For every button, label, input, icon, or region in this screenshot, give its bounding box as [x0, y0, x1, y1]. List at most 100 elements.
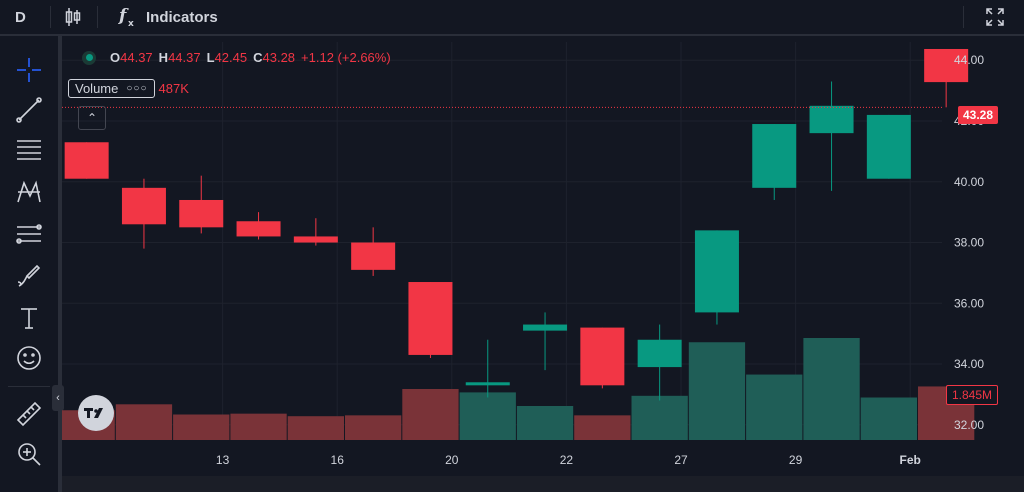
fullscreen-icon: [986, 8, 1004, 26]
volume-bar: [173, 414, 230, 440]
text-tool[interactable]: [13, 302, 45, 334]
emoji-icon: [17, 346, 41, 370]
tv-logo-icon: [84, 408, 103, 418]
y-tick-label: 40.00: [954, 175, 984, 189]
candle-body: [465, 382, 510, 386]
forecast-icon: [16, 224, 42, 244]
market-status-icon[interactable]: [82, 50, 96, 65]
chevron-up-icon: ⌃: [86, 111, 98, 125]
volume-bar: [860, 397, 917, 440]
low-key: L: [206, 50, 215, 65]
change-value: +1.12 (+2.66%): [301, 50, 391, 65]
volume-bar: [345, 415, 402, 440]
zoom-in-icon: [18, 443, 41, 466]
volume-bar: [574, 415, 631, 440]
candle-body: [637, 339, 682, 368]
trend-line-icon: [16, 97, 42, 123]
price-chart[interactable]: 32.0034.0036.0038.0040.0042.0044.0013162…: [62, 42, 1024, 476]
crosshair-icon: [17, 58, 41, 82]
candle-body: [351, 242, 396, 270]
high-key: H: [158, 50, 169, 65]
crosshair-tool[interactable]: [13, 54, 45, 86]
last-price-label: 43.28: [957, 106, 998, 124]
ruler-icon: [16, 401, 42, 427]
candle-body: [752, 124, 797, 188]
x-tick-label: 29: [789, 453, 803, 467]
ruler-tool[interactable]: [13, 398, 45, 430]
x-tick-label: 13: [216, 453, 230, 467]
candle-body: [866, 114, 911, 179]
trend-line-tool[interactable]: [13, 94, 45, 126]
chevron-left-icon: ‹: [56, 392, 60, 404]
toolbar-divider: [97, 6, 98, 28]
text-icon: [21, 308, 37, 329]
pattern-icon: [17, 180, 41, 203]
last-volume-label: 1.845M: [945, 385, 998, 405]
svg-text:x: x: [128, 19, 134, 28]
fx-icon: f x: [118, 6, 134, 28]
x-tick-label: 27: [674, 453, 688, 467]
interval-button[interactable]: D: [15, 0, 26, 34]
collapse-toolbar-button[interactable]: ‹: [52, 385, 64, 411]
volume-indicator-chip[interactable]: Volume ○○○: [68, 78, 155, 98]
close-key: C: [253, 50, 263, 65]
indicators-button[interactable]: f x Indicators: [118, 0, 218, 34]
open-key: O: [110, 50, 121, 65]
candle-body: [236, 221, 281, 237]
volume-value: 487K: [158, 80, 189, 96]
candle-body: [179, 199, 224, 228]
y-tick-label: 36.00: [954, 296, 984, 310]
x-tick-label: 22: [560, 453, 574, 467]
volume-bar: [115, 404, 173, 440]
pattern-tool[interactable]: [13, 176, 45, 208]
y-tick-label: 34.00: [954, 357, 984, 371]
toolbar-divider: [50, 6, 51, 28]
volume-bar: [631, 395, 688, 440]
svg-text:f: f: [118, 6, 129, 26]
volume-bar: [688, 342, 746, 440]
candle-body: [64, 142, 109, 179]
toolbar-divider: [963, 6, 964, 28]
y-tick-label: 32.00: [954, 418, 984, 432]
volume-bar: [287, 416, 344, 440]
chart-type-button[interactable]: [64, 0, 82, 34]
candles-icon: [65, 8, 81, 26]
collapse-legend-button[interactable]: ⌃: [78, 106, 106, 130]
volume-bar: [230, 413, 287, 440]
candle-body: [924, 48, 969, 83]
candle-body: [408, 282, 453, 355]
chart-footer: [62, 476, 1024, 492]
candle-body: [580, 327, 625, 386]
fib-tool[interactable]: [13, 134, 45, 166]
volume-bar: [402, 389, 459, 440]
top-toolbar: D f x Indicators: [0, 0, 1024, 36]
candle-body: [694, 230, 739, 313]
volume-legend: Volume ○○○ 487K: [68, 77, 189, 99]
chart-area[interactable]: 32.0034.0036.0038.0040.0042.0044.0013162…: [62, 42, 1024, 492]
low-value: 42.45: [214, 50, 248, 65]
ohlc-legend: O44.37 H44.37 L42.45 C43.28 +1.12 (+2.66…: [82, 50, 391, 65]
more-options-icon[interactable]: ○○○: [126, 82, 148, 94]
volume-bar: [746, 374, 803, 440]
x-tick-label: 20: [445, 453, 459, 467]
fullscreen-button[interactable]: [985, 0, 1005, 34]
emoji-tool[interactable]: [13, 342, 45, 374]
close-value: 43.28: [262, 50, 296, 65]
candle-body: [809, 105, 854, 134]
forecast-tool[interactable]: [13, 218, 45, 250]
candle-body: [523, 324, 568, 331]
volume-bar: [459, 392, 516, 440]
indicators-label: Indicators: [146, 8, 218, 26]
y-tick-label: 44.00: [954, 53, 984, 67]
x-tick-label: Feb: [900, 453, 921, 467]
brush-icon: [17, 264, 41, 287]
y-tick-label: 38.00: [954, 236, 984, 250]
volume-bar: [803, 338, 860, 440]
drawing-toolbar: [0, 36, 62, 492]
tradingview-logo[interactable]: [78, 395, 114, 431]
brush-tool[interactable]: [13, 260, 45, 292]
zoom-tool[interactable]: [13, 438, 45, 470]
interval-label: D: [15, 8, 26, 26]
open-value: 44.37: [120, 50, 153, 65]
high-value: 44.37: [168, 50, 201, 65]
